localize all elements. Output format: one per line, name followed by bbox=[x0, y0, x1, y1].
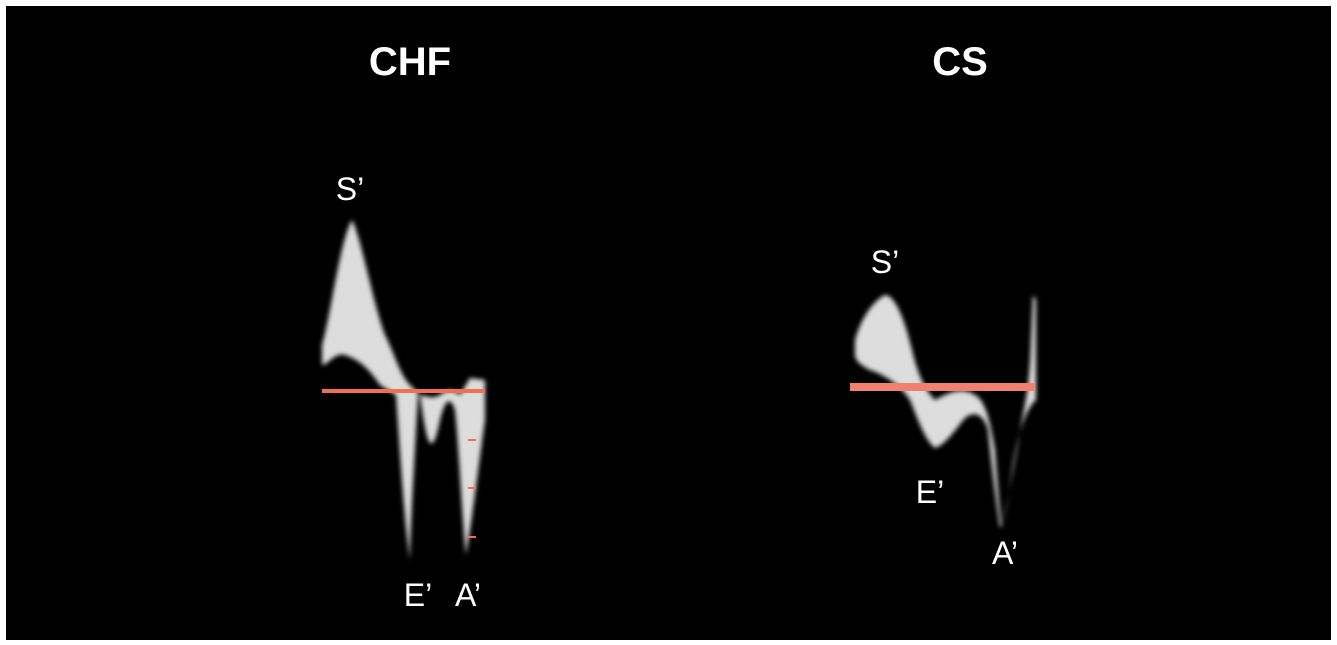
cs-panel: CS S’ E’ A’ bbox=[850, 40, 1036, 571]
e-label: E’ bbox=[916, 474, 944, 510]
doppler-waveform bbox=[855, 295, 1036, 528]
s-label: S’ bbox=[871, 244, 899, 280]
panel-title: CS bbox=[932, 40, 988, 84]
a-label: A’ bbox=[455, 577, 481, 613]
s-label: S’ bbox=[336, 171, 364, 207]
background bbox=[6, 6, 1331, 640]
chf-panel: CHF S’ E’ A’ bbox=[322, 40, 485, 613]
a-label: A’ bbox=[992, 535, 1018, 571]
e-label: E’ bbox=[404, 577, 432, 613]
panel-title: CHF bbox=[369, 40, 451, 84]
